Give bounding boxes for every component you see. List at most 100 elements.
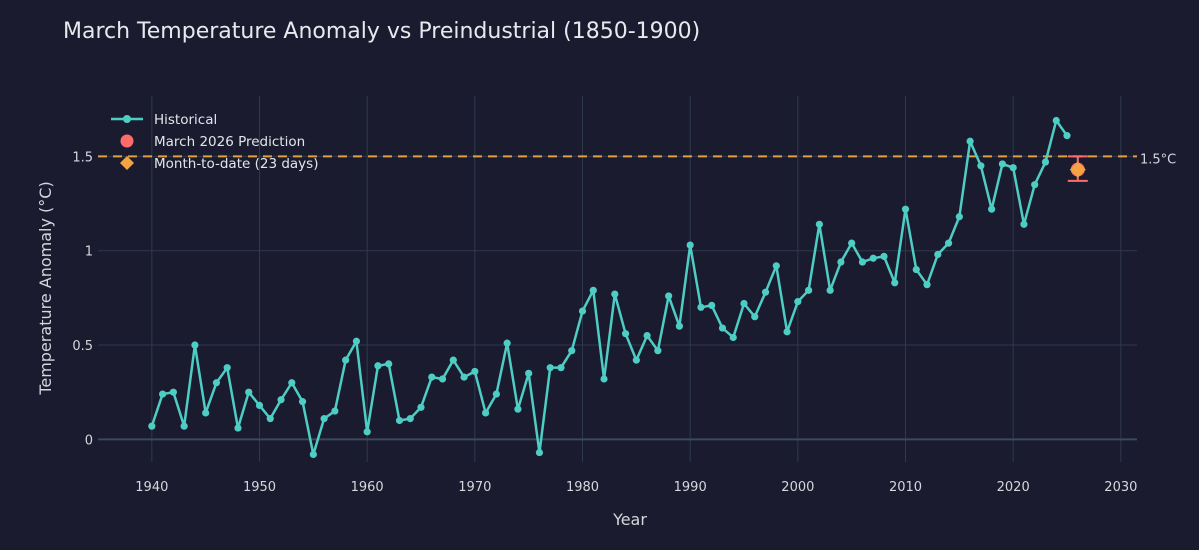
x-tick-label: 1950 — [243, 480, 276, 495]
y-tick-label: 0.5 — [72, 339, 93, 354]
data-point — [643, 331, 651, 340]
data-point — [891, 279, 899, 287]
y-axis-title: Temperature Anomaly (°C) — [36, 181, 55, 395]
data-point — [169, 388, 177, 396]
x-tick-label: 2020 — [997, 480, 1030, 495]
data-point — [783, 328, 791, 336]
legend-label-prediction: March 2026 Prediction — [154, 134, 305, 150]
y-tick-label: 1.5 — [72, 150, 93, 165]
x-tick-label: 1990 — [674, 480, 707, 495]
x-tick-label: 2010 — [889, 480, 922, 495]
data-point — [708, 301, 716, 310]
data-point — [438, 375, 447, 383]
data-point — [815, 220, 823, 228]
legend-item-historical[interactable]: Historical — [111, 112, 217, 128]
data-point — [632, 356, 640, 364]
data-point — [621, 330, 630, 338]
month-to-date-marker — [1069, 161, 1086, 178]
data-point — [1009, 164, 1017, 172]
data-point — [482, 409, 490, 417]
data-point — [277, 396, 285, 404]
data-point — [255, 401, 264, 410]
x-axis-title: Year — [612, 510, 647, 529]
data-point — [1063, 132, 1071, 140]
data-point — [417, 403, 425, 411]
data-point — [794, 298, 802, 306]
data-point — [923, 281, 931, 289]
data-point — [180, 422, 188, 430]
data-point — [589, 286, 597, 294]
data-point — [654, 347, 662, 355]
data-point — [869, 254, 877, 262]
data-point — [805, 286, 813, 294]
data-point — [352, 337, 361, 345]
data-point — [309, 450, 317, 459]
data-point — [374, 362, 382, 370]
data-point — [826, 286, 834, 294]
data-point — [406, 415, 414, 423]
legend-historical-marker — [123, 115, 131, 123]
historical-series-line — [150, 119, 1069, 456]
x-tick-labels: 1940 1950 1960 1970 1980 1990 2000 2010 2020 2030 — [135, 480, 1137, 495]
x-tick-label: 2000 — [781, 480, 814, 495]
data-point — [223, 364, 231, 372]
data-point — [288, 379, 296, 387]
data-point — [202, 409, 210, 417]
data-point — [858, 258, 867, 266]
data-point — [449, 356, 457, 364]
data-point — [761, 288, 770, 296]
legend-month-to-date-marker — [120, 156, 134, 170]
data-point — [191, 341, 199, 349]
data-point — [740, 299, 748, 308]
data-point — [266, 415, 274, 423]
x-tick-label: 1970 — [458, 480, 491, 495]
data-point — [729, 333, 737, 342]
data-point — [665, 292, 673, 300]
data-point — [385, 360, 393, 368]
data-point — [245, 388, 253, 396]
data-point — [848, 239, 856, 247]
data-point — [901, 205, 910, 213]
data-point — [342, 356, 350, 364]
data-point — [718, 324, 727, 332]
data-point — [600, 375, 608, 383]
threshold-label: 1.5°C — [1140, 152, 1176, 167]
data-point — [395, 416, 404, 425]
data-point — [471, 367, 479, 376]
data-point — [998, 160, 1007, 168]
data-point — [686, 241, 694, 249]
data-point — [611, 290, 619, 298]
data-point — [363, 428, 371, 436]
data-point — [1041, 158, 1050, 166]
data-point — [525, 369, 533, 377]
data-point — [514, 405, 522, 413]
y-tick-label: 0 — [85, 433, 93, 448]
data-point — [568, 347, 576, 355]
data-point — [148, 422, 156, 430]
data-point — [159, 390, 167, 398]
data-point — [460, 373, 468, 381]
data-point — [697, 303, 705, 311]
legend-label-month-to-date: Month-to-date (23 days) — [154, 156, 318, 172]
legend-prediction-marker — [120, 134, 134, 148]
data-point — [675, 322, 684, 330]
legend-item-month-to-date[interactable]: Month-to-date (23 days) — [120, 156, 318, 172]
data-point — [492, 390, 500, 398]
prediction-group — [1067, 155, 1088, 182]
x-tick-label: 1940 — [135, 480, 168, 495]
data-point — [298, 398, 307, 406]
data-point — [1052, 116, 1060, 125]
legend-item-prediction[interactable]: March 2026 Prediction — [120, 134, 306, 150]
y-tick-label: 1 — [85, 245, 93, 260]
x-tick-label: 1960 — [351, 480, 384, 495]
data-point — [934, 250, 942, 259]
data-point — [880, 252, 888, 260]
data-point — [503, 339, 511, 347]
data-point — [1031, 181, 1039, 189]
legend[interactable]: Historical March 2026 Prediction Month-t… — [111, 112, 318, 172]
data-point — [944, 239, 953, 247]
legend-label-historical: Historical — [154, 112, 217, 128]
data-point — [837, 258, 845, 266]
